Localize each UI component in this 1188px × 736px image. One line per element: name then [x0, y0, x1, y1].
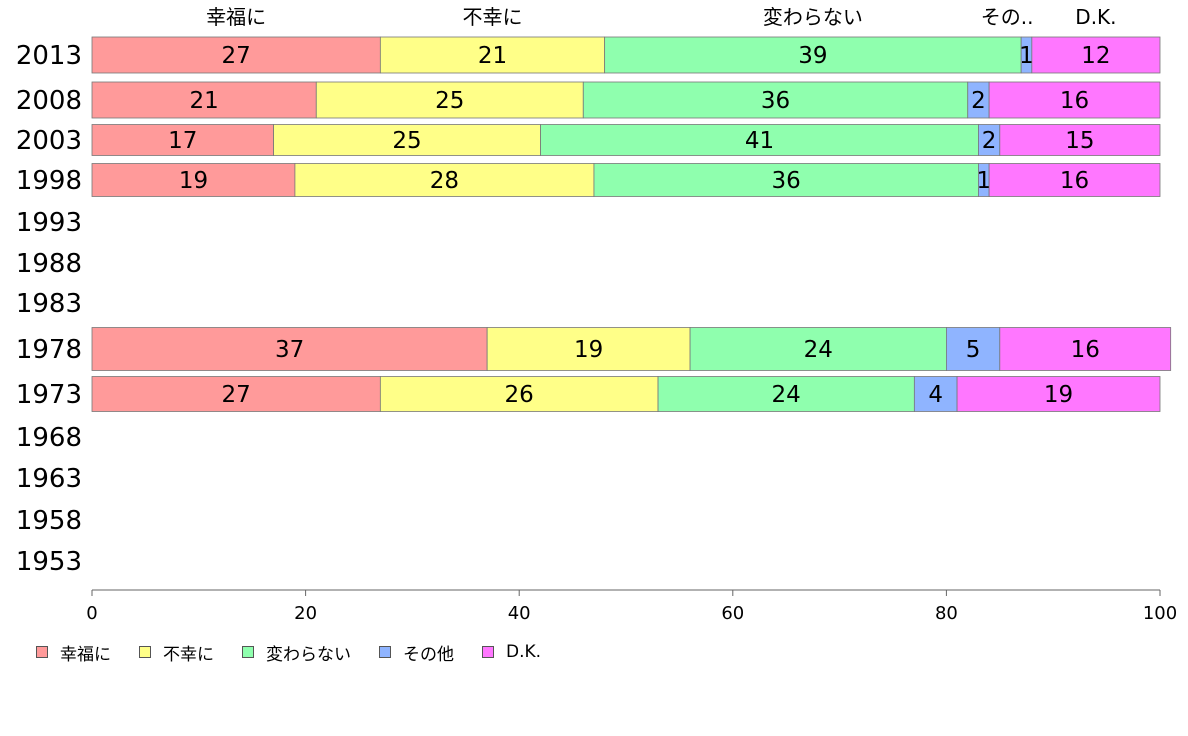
legend-label: 変わらない: [266, 644, 351, 665]
y-tick-label: 1993: [16, 208, 82, 238]
bar-value-label: 4: [928, 382, 943, 408]
y-tick-label: 1953: [16, 547, 82, 577]
bar-segment: [1031, 36, 1161, 74]
bar-segment: [91, 36, 381, 74]
legend-swatch: [139, 646, 151, 658]
x-tick-label: 100: [1143, 603, 1177, 624]
bar-segment: [379, 376, 659, 412]
bar-segment: [689, 327, 947, 371]
bar-value-label: 12: [1081, 43, 1110, 69]
bar-segment: [91, 376, 381, 412]
bar-value-label: 1: [976, 168, 991, 194]
legend-item-unchanged: 変わらない: [242, 640, 351, 665]
legend-item-other: その他: [379, 640, 454, 665]
bar-segment: [956, 376, 1161, 412]
bar-value-label: 27: [222, 43, 251, 69]
bar-value-label: 25: [392, 128, 421, 154]
bar-value-label: 28: [430, 168, 459, 194]
bar-value-label: 36: [761, 88, 790, 114]
bar-segment: [486, 327, 691, 371]
bar-segment: [999, 124, 1161, 156]
y-tick-label: 2008: [16, 86, 82, 116]
bar-segment: [988, 163, 1161, 197]
legend-swatch: [379, 646, 391, 658]
bar-segment: [999, 327, 1172, 371]
bar-segment: [593, 163, 979, 197]
legend-item-unhappy: 不幸に: [139, 640, 214, 665]
x-tick-label: 0: [86, 603, 97, 624]
legend-swatch: [482, 646, 494, 658]
y-tick-label: 1983: [16, 289, 82, 319]
bar-value-label: 24: [772, 382, 801, 408]
y-tick-label: 1973: [16, 380, 82, 410]
bar-value-label: 1: [1019, 43, 1034, 69]
bar-value-label: 26: [505, 382, 534, 408]
bar-value-label: 15: [1065, 128, 1094, 154]
y-tick-label: 2003: [16, 126, 82, 156]
bar-segment: [604, 36, 1022, 74]
legend-item-dk: D.K.: [482, 642, 541, 662]
bar-segment: [273, 124, 541, 156]
bar-segment: [91, 81, 317, 119]
bar-value-label: 27: [222, 382, 251, 408]
bar-value-label: 16: [1071, 337, 1100, 363]
bar-value-label: 19: [1044, 382, 1073, 408]
legend: 幸福に 不幸に 変わらない その他 D.K.: [36, 640, 569, 665]
y-tick-label: 1978: [16, 335, 82, 365]
bar-value-label: 21: [189, 88, 218, 114]
legend-label: その他: [403, 644, 454, 665]
top-series-label: 変わらない: [763, 5, 863, 29]
y-tick-label: 1958: [16, 506, 82, 536]
bar-segment: [540, 124, 979, 156]
legend-label: D.K.: [506, 642, 542, 662]
y-tick-label: 1998: [16, 166, 82, 196]
bar-value-label: 5: [966, 337, 981, 363]
bar-segment: [294, 163, 595, 197]
bar-value-label: 2: [971, 88, 986, 114]
bar-segment: [946, 327, 1001, 371]
bar-value-label: 16: [1060, 88, 1089, 114]
legend-label: 不幸に: [163, 644, 214, 665]
bar-segment: [91, 327, 488, 371]
bar-segment: [91, 124, 274, 156]
bar-segment: [315, 81, 584, 119]
y-tick-label: 1988: [16, 249, 82, 279]
x-tick-label: 80: [935, 603, 958, 624]
y-tick-label: 1968: [16, 423, 82, 453]
bar-value-label: 16: [1060, 168, 1089, 194]
top-series-label: 幸福に: [206, 5, 266, 29]
top-series-label: D.K.: [1075, 5, 1116, 29]
top-series-label: 不幸に: [463, 5, 523, 29]
x-tick-label: 40: [508, 603, 531, 624]
x-tick-label: 20: [294, 603, 317, 624]
legend-swatch: [242, 646, 254, 658]
bar-value-label: 25: [435, 88, 464, 114]
bar-value-label: 2: [982, 128, 997, 154]
y-tick-label: 1963: [16, 464, 82, 494]
top-series-label: その..: [981, 5, 1034, 29]
bar-value-label: 37: [275, 337, 304, 363]
bar-segment: [379, 36, 606, 74]
bar-value-label: 17: [168, 128, 197, 154]
bar-value-label: 19: [179, 168, 208, 194]
bar-value-label: 41: [745, 128, 774, 154]
legend-label: 幸福に: [60, 644, 111, 665]
legend-swatch: [36, 646, 48, 658]
y-tick-label: 2013: [16, 41, 82, 71]
bar-value-label: 21: [478, 43, 507, 69]
bar-segment: [913, 376, 958, 412]
bar-segment: [657, 376, 915, 412]
bar-value-label: 36: [772, 168, 801, 194]
x-tick-label: 60: [721, 603, 744, 624]
bar-value-label: 24: [804, 337, 833, 363]
bar-segment: [582, 81, 969, 119]
legend-item-happy: 幸福に: [36, 640, 111, 665]
bar-segment: [988, 81, 1161, 119]
bar-value-label: 19: [574, 337, 603, 363]
bar-value-label: 39: [798, 43, 827, 69]
